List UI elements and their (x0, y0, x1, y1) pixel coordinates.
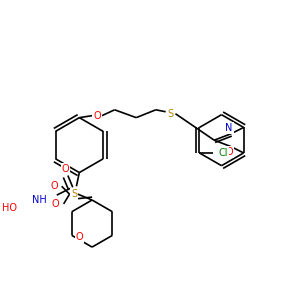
Text: HO: HO (2, 203, 16, 213)
Text: S: S (167, 109, 174, 119)
Text: O: O (225, 148, 233, 158)
Text: O: O (76, 232, 83, 242)
Text: O: O (93, 111, 101, 121)
Text: Cl: Cl (218, 148, 228, 158)
Text: S: S (71, 189, 77, 199)
Text: N: N (225, 123, 233, 133)
Text: O: O (62, 164, 69, 174)
Text: NH: NH (32, 195, 47, 205)
Text: O: O (52, 199, 60, 209)
Text: O: O (50, 181, 58, 191)
